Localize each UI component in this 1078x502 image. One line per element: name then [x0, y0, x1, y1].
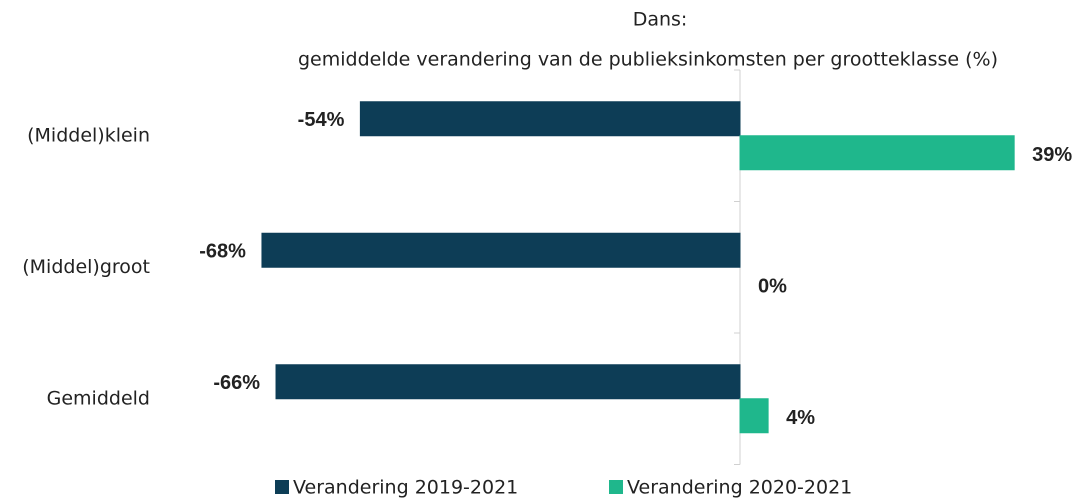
bar	[275, 364, 741, 400]
data-label: 39%	[1032, 144, 1072, 166]
legend-swatch	[609, 480, 623, 494]
data-label: 0%	[758, 276, 787, 298]
legend-swatch	[275, 480, 289, 494]
chart-title: Dans:	[633, 9, 688, 31]
category-label: (Middel)klein	[27, 124, 150, 146]
category-label: Gemiddeld	[47, 387, 150, 409]
data-label: 4%	[786, 407, 815, 429]
legend-label: Verandering 2019-2021	[293, 477, 518, 499]
chart-subtitle: gemiddelde verandering van de publieksin…	[298, 49, 998, 71]
bar	[739, 398, 769, 434]
bar	[739, 135, 1015, 171]
bar	[359, 101, 741, 137]
category-label: (Middel)groot	[22, 256, 150, 278]
data-label: -66%	[213, 372, 260, 394]
legend-label: Verandering 2020-2021	[627, 477, 852, 499]
bar	[261, 232, 741, 268]
data-label: -54%	[298, 109, 345, 131]
data-label: -68%	[199, 241, 246, 263]
